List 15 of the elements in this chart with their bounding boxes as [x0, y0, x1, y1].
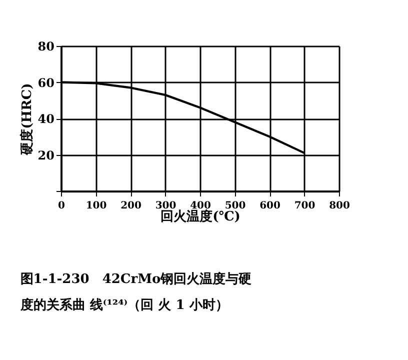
x-tick-label: 100 — [86, 200, 107, 212]
x-tick-label: 200 — [120, 200, 142, 212]
x-tick-label: 0 — [58, 200, 66, 212]
y-tick-label: 40 — [38, 112, 54, 126]
x-tick-label: 800 — [329, 200, 350, 212]
y-axis-title: 硬度(HRC) — [18, 83, 35, 156]
y-tick-label: 80 — [38, 40, 54, 54]
x-tick-label: 600 — [260, 200, 280, 212]
x-tick-label: 300 — [155, 200, 176, 212]
x-tick-label: 700 — [294, 200, 316, 212]
x-tick-label: 500 — [224, 200, 246, 212]
caption: 图1-1-230 42CrMo钢回火温度与硬度的关系曲 线⁽¹²⁴⁾（回 火 1 小时） — [19, 271, 252, 313]
x-axis-title: 回火温度(℃) — [160, 208, 240, 224]
y-tick-label: 20 — [38, 148, 54, 162]
y-tick-label: 60 — [38, 76, 54, 90]
